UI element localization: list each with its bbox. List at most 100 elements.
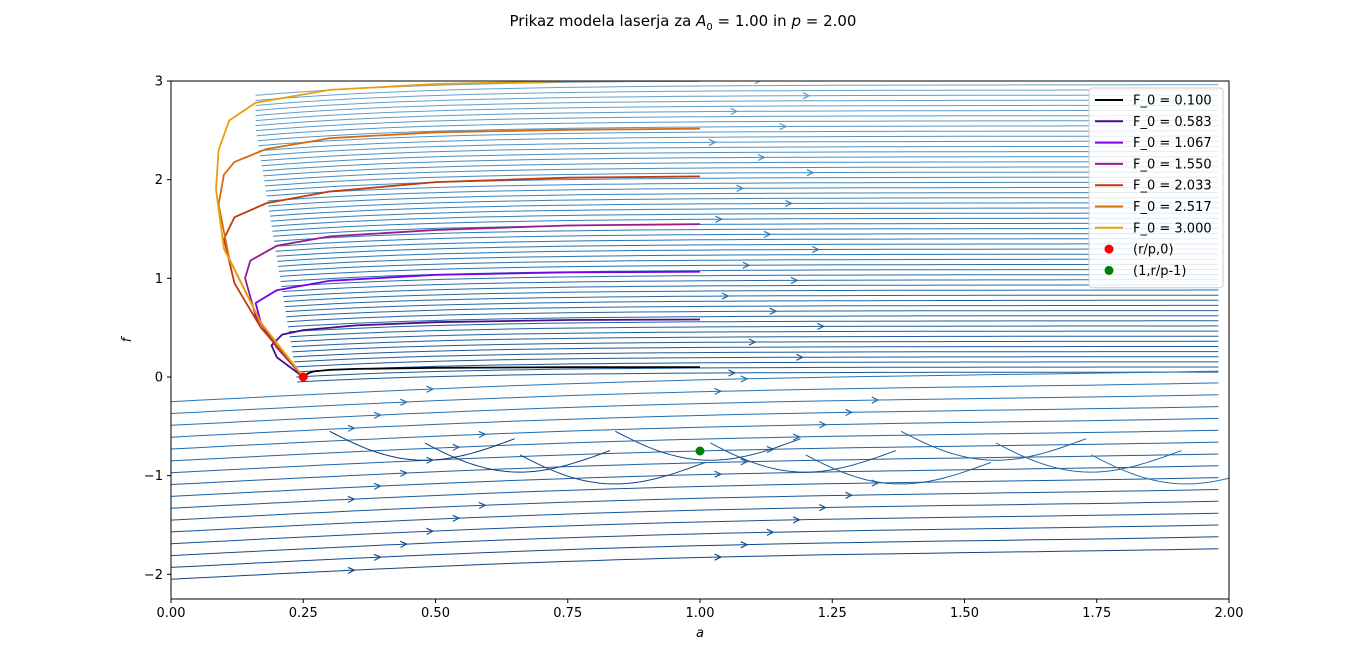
stream-arrow (399, 398, 409, 406)
stream-arrow (740, 541, 749, 549)
stream-arrow (721, 292, 730, 300)
legend-label: F_0 = 1.067 (1133, 136, 1212, 151)
streamline (255, 99, 1219, 116)
x-tick-label: 0.75 (553, 606, 582, 621)
stream-arrow (792, 516, 801, 524)
streamline (281, 274, 1219, 287)
y-tick-label: −2 (144, 568, 163, 583)
streamline (264, 166, 1219, 182)
stream-arrow (819, 504, 827, 512)
stream-arrow (740, 375, 749, 383)
streamline (171, 406, 1219, 438)
streamline (171, 477, 1219, 509)
streamline (274, 228, 1219, 242)
stream-arrow (728, 369, 737, 377)
stream-arrow (373, 482, 382, 490)
streamline (171, 548, 1219, 580)
stream-arrow (742, 261, 751, 269)
streamline (171, 512, 1219, 545)
streamline (276, 243, 1219, 257)
streamline (615, 430, 801, 461)
stream-arrow (845, 491, 854, 499)
stream-arrow (817, 322, 826, 331)
legend-swatch (1104, 244, 1114, 254)
stream-arrow (714, 470, 723, 478)
stream-arrow (871, 396, 880, 404)
streamline (278, 253, 1219, 267)
stream-arrow (714, 387, 723, 395)
streamline (1091, 454, 1229, 485)
streamline (171, 453, 1219, 485)
y-tick-label: 3 (155, 75, 163, 90)
stream-arrow (796, 353, 805, 361)
stream-arrow (785, 199, 793, 208)
y-tick-label: 2 (155, 173, 163, 188)
streamline (259, 135, 1219, 152)
streamline (271, 212, 1219, 227)
streamline (277, 248, 1219, 262)
legend-label: (1,r/p-1) (1133, 264, 1187, 279)
stream-arrow (730, 107, 739, 116)
legend-label: F_0 = 1.550 (1133, 157, 1212, 172)
x-tick-label: 2.00 (1215, 606, 1244, 621)
streamline (259, 140, 1219, 157)
legend-label: F_0 = 0.583 (1133, 115, 1212, 130)
fixed-point-1 (695, 446, 705, 456)
streamline (292, 346, 1219, 358)
streamline (255, 81, 762, 96)
streamline (263, 161, 1219, 177)
stream-arrow (819, 421, 827, 429)
stream-arrow (452, 514, 461, 522)
y-tick-label: −1 (144, 469, 163, 484)
streamline (297, 371, 1219, 383)
stream-arrow (766, 528, 775, 536)
streamline (269, 202, 1219, 217)
streamline (266, 181, 1219, 197)
streamline (257, 125, 1219, 142)
streamline (171, 429, 1219, 462)
y-axis-label: f (120, 335, 135, 342)
legend-box (1088, 87, 1224, 289)
streamline (275, 238, 1219, 252)
stream-arrow (792, 433, 801, 441)
streamline (171, 465, 1219, 497)
stream-arrow (708, 138, 717, 146)
streamline (294, 356, 1219, 368)
streamline (287, 310, 1219, 323)
streamline (255, 94, 1219, 111)
stream-arrow (811, 245, 820, 254)
x-tick-label: 0.50 (421, 606, 450, 621)
series-line-6 (215, 81, 701, 378)
stream-arrow (757, 153, 766, 162)
stream-arrow (399, 469, 409, 477)
streamline (171, 536, 1219, 568)
streamline (329, 430, 515, 461)
streamline (268, 192, 1219, 207)
streamline (171, 441, 1219, 474)
streamline (288, 320, 1219, 333)
chart-title: Prikaz modela laserja za A0 = 1.00 in p … (510, 12, 857, 33)
stream-arrow (347, 424, 356, 432)
legend-label: F_0 = 3.000 (1133, 221, 1212, 236)
streamline (519, 454, 706, 485)
streamline (295, 361, 1219, 373)
streamline (290, 330, 1219, 343)
series-line-0 (302, 366, 701, 378)
x-tick-label: 0.00 (157, 606, 186, 621)
streamline (288, 315, 1219, 328)
streamline (171, 524, 1219, 557)
streamline (273, 222, 1219, 237)
streamline (805, 454, 992, 485)
stream-arrow (754, 81, 762, 85)
x-tick-label: 1.00 (686, 606, 715, 621)
streamline (171, 382, 1219, 414)
streamline (255, 115, 1219, 132)
stream-arrow (748, 338, 757, 346)
stream-arrow (790, 276, 799, 284)
streamline (900, 430, 1087, 461)
streamline (255, 89, 1219, 106)
streamline (258, 130, 1219, 147)
streamline (278, 258, 1219, 272)
legend-swatch (1104, 265, 1114, 275)
